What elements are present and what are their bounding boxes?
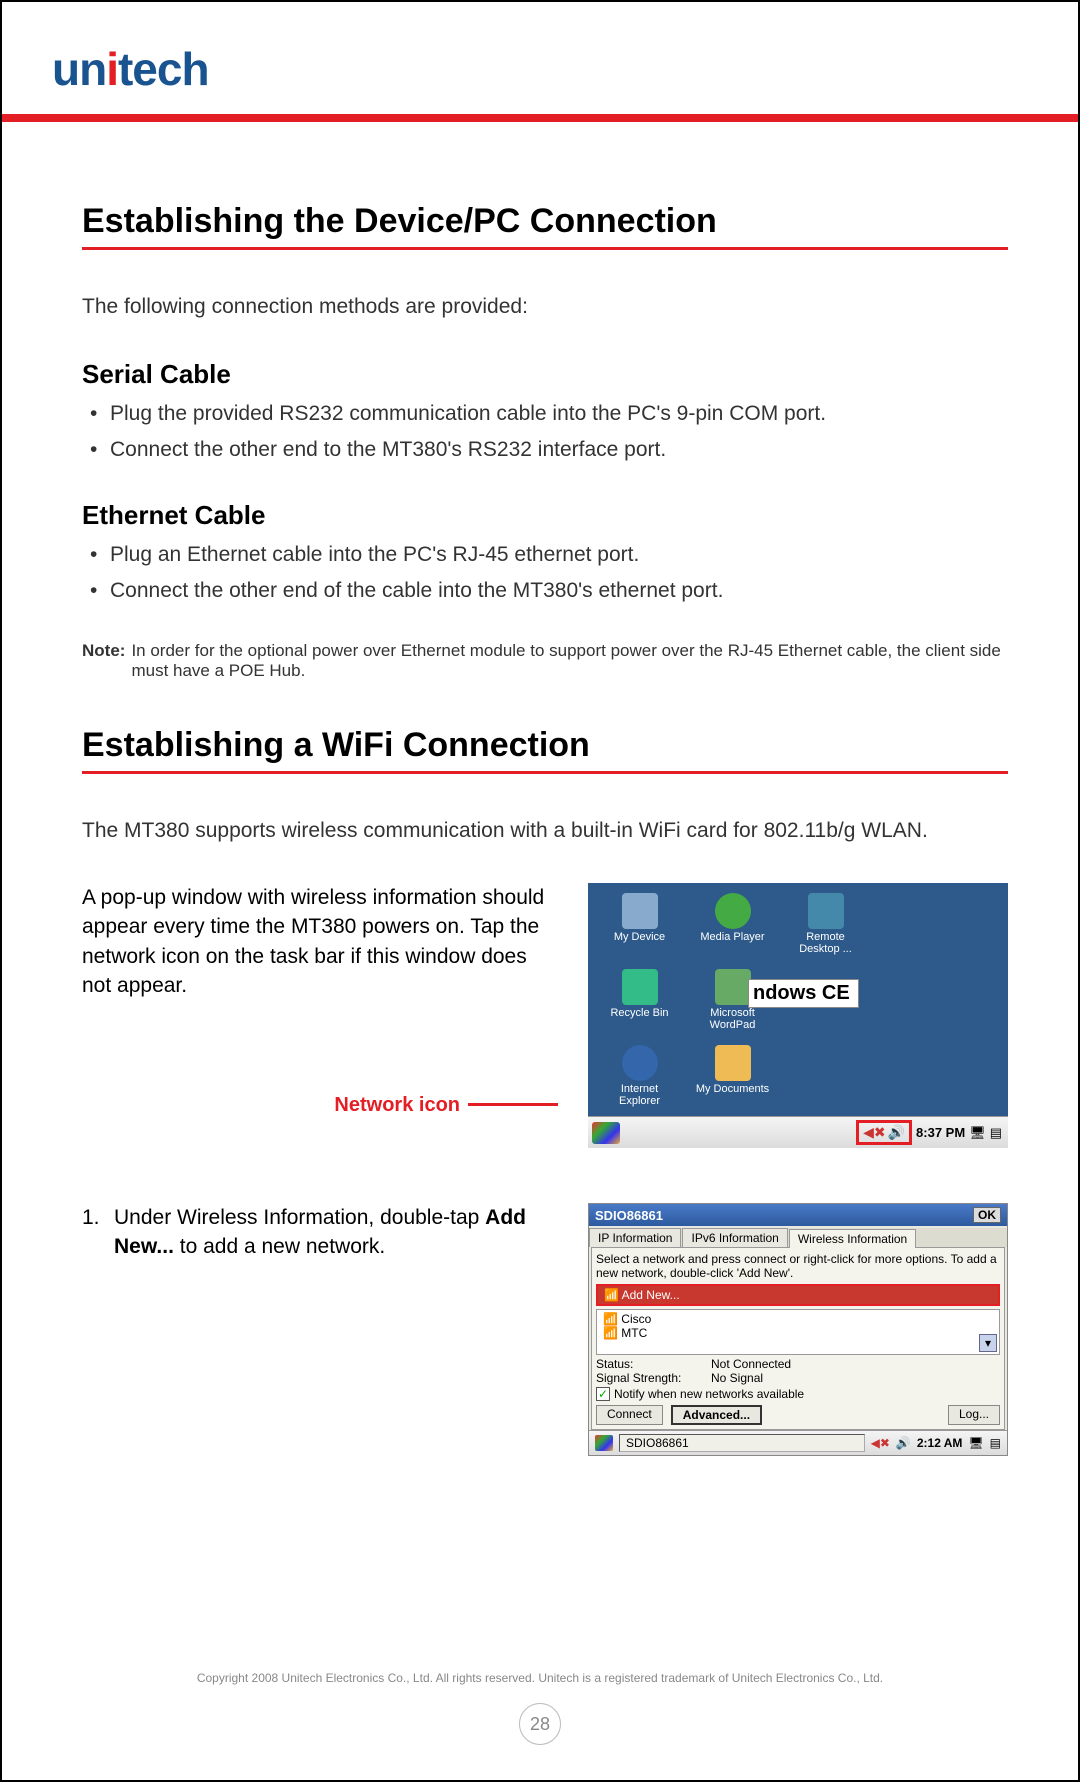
- note-block: Note: In order for the optional power ov…: [82, 641, 1008, 681]
- heading-device-pc: Establishing the Device/PC Connection: [82, 202, 1008, 250]
- clock: 2:12 AM: [917, 1436, 963, 1450]
- copyright-footer: Copyright 2008 Unitech Electronics Co., …: [2, 1671, 1078, 1685]
- tab-ipv6-information[interactable]: IPv6 Information: [682, 1228, 787, 1247]
- status-label: Status:: [596, 1357, 711, 1371]
- connect-button[interactable]: Connect: [596, 1405, 663, 1425]
- log-button[interactable]: Log...: [948, 1405, 1000, 1425]
- note-label: Note:: [82, 641, 125, 681]
- callout-line: [468, 1103, 558, 1106]
- desktop-icon-mydocs[interactable]: My Documents: [695, 1045, 770, 1107]
- popup-instruction: A pop-up window with wireless informatio…: [82, 883, 558, 1001]
- logo-dot: i: [106, 43, 118, 95]
- start-button-icon[interactable]: [592, 1122, 620, 1144]
- desktop-icon-mediaplayer[interactable]: Media Player: [695, 893, 770, 955]
- step-1-post: to add a new network.: [174, 1235, 385, 1258]
- network-list[interactable]: 📶 Cisco 📶 MTC ▾: [596, 1309, 1000, 1355]
- intro-text: The following connection methods are pro…: [82, 295, 1008, 319]
- ethernet-list: Plug an Ethernet cable into the PC's RJ-…: [82, 539, 1008, 606]
- tab-ip-information[interactable]: IP Information: [589, 1228, 681, 1247]
- signal-value: No Signal: [711, 1371, 763, 1385]
- heading-wifi: Establishing a WiFi Connection: [82, 726, 1008, 774]
- network-icon-callout-label: Network icon: [82, 1091, 468, 1119]
- network-item-mtc[interactable]: 📶 MTC: [603, 1326, 993, 1340]
- eth-bullet-2: Connect the other end of the cable into …: [82, 575, 1008, 607]
- network-icon: ◀✖: [863, 1124, 886, 1141]
- desktop-icon-ie[interactable]: Internet Explorer: [602, 1045, 677, 1107]
- page-number: 28: [519, 1703, 561, 1745]
- advanced-button[interactable]: Advanced...: [671, 1405, 762, 1425]
- serial-bullet-2: Connect the other end to the MT380's RS2…: [82, 434, 1008, 466]
- show-desktop-icon[interactable]: ▤: [990, 1436, 1001, 1450]
- step-1-pre: Under Wireless Information, double-tap: [114, 1206, 485, 1229]
- signal-label: Signal Strength:: [596, 1371, 711, 1385]
- eth-bullet-1: Plug an Ethernet cable into the PC's RJ-…: [82, 539, 1008, 571]
- screenshot-desktop: My Device Media Player Remote Desktop ..…: [588, 883, 1008, 1148]
- notify-checkbox[interactable]: ✓: [596, 1387, 610, 1401]
- tab-wireless-information[interactable]: Wireless Information: [789, 1229, 916, 1248]
- taskbar-app[interactable]: SDIO86861: [619, 1434, 865, 1452]
- start-button-icon[interactable]: [595, 1435, 613, 1451]
- windows-ce-label: ndows CE: [748, 979, 859, 1008]
- step-1: 1. Under Wireless Information, double-ta…: [82, 1203, 558, 1262]
- status-value: Not Connected: [711, 1357, 791, 1371]
- heading-serial: Serial Cable: [82, 359, 1008, 390]
- logo-post: tech: [118, 43, 209, 95]
- wifi-intro: The MT380 supports wireless communicatio…: [82, 819, 1008, 843]
- taskbar[interactable]: ◀✖ 🔊 8:37 PM 🖥 ▤: [588, 1116, 1008, 1148]
- desktop-icon-recyclebin[interactable]: Recycle Bin: [602, 969, 677, 1031]
- logo-pre: un: [52, 43, 106, 95]
- network-item-cisco[interactable]: 📶 Cisco: [603, 1312, 993, 1326]
- taskbar[interactable]: SDIO86861 ◀✖ 🔊 2:12 AM 🖥 ▤: [589, 1430, 1007, 1455]
- serial-list: Plug the provided RS232 communication ca…: [82, 398, 1008, 465]
- header-divider: [2, 114, 1078, 122]
- heading-ethernet: Ethernet Cable: [82, 500, 1008, 531]
- tray-icon[interactable]: 🖥: [969, 1125, 986, 1141]
- ok-button[interactable]: OK: [973, 1207, 1001, 1223]
- pane-instructions: Select a network and press connect or ri…: [596, 1252, 1000, 1281]
- serial-bullet-1: Plug the provided RS232 communication ca…: [82, 398, 1008, 430]
- add-new-item[interactable]: 📶 Add New...: [596, 1284, 1000, 1306]
- note-text: In order for the optional power over Eth…: [131, 641, 1008, 681]
- screenshot-wireless-info: SDIO86861 OK IP Information IPv6 Informa…: [588, 1203, 1008, 1456]
- notify-label: Notify when new networks available: [614, 1387, 804, 1401]
- network-tray-icon[interactable]: ◀✖: [871, 1436, 890, 1450]
- scroll-down-icon[interactable]: ▾: [979, 1334, 997, 1352]
- clock: 8:37 PM: [916, 1125, 965, 1140]
- network-tray-icon[interactable]: ◀✖ 🔊: [856, 1120, 912, 1145]
- window-title: SDIO86861: [595, 1208, 663, 1223]
- desktop-icon-remotedesktop[interactable]: Remote Desktop ...: [788, 893, 863, 955]
- tray-icon[interactable]: 🖥: [968, 1436, 983, 1450]
- show-desktop-icon[interactable]: ▤: [990, 1125, 1002, 1141]
- window-titlebar: SDIO86861 OK: [589, 1204, 1007, 1226]
- volume-icon: 🔊: [888, 1124, 905, 1141]
- desktop-icon-mydevice[interactable]: My Device: [602, 893, 677, 955]
- step-1-number: 1.: [82, 1203, 100, 1232]
- brand-logo: unitech: [52, 42, 1078, 96]
- volume-icon[interactable]: 🔊: [896, 1436, 911, 1450]
